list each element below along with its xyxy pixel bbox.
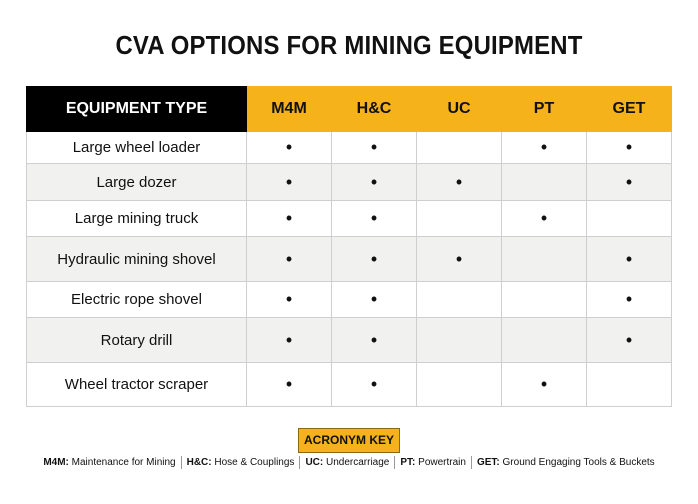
key-item: M4M: Maintenance for Mining (38, 456, 180, 469)
title: CVA OPTIONS FOR MINING EQUIPMENT (115, 30, 583, 60)
option-cell: • (331, 362, 417, 407)
option-cell: • (246, 236, 332, 282)
option-cell: • (331, 131, 417, 164)
key-item: PT: Powertrain (394, 456, 471, 469)
option-cell: • (331, 317, 417, 363)
option-cell: • (331, 200, 417, 237)
option-cell: • (586, 236, 672, 282)
acronym-key: M4M: Maintenance for Mining H&C: Hose & C… (0, 456, 698, 469)
equipment-cell: Hydraulic mining shovel (26, 236, 247, 282)
option-cell: • (331, 281, 417, 318)
option-cell (416, 317, 502, 363)
option-cell: • (246, 281, 332, 318)
table-row: Large mining truck • • • (26, 200, 672, 237)
option-cell: • (246, 131, 332, 164)
header-row: EQUIPMENT TYPE M4M H&C UC PT GET (26, 86, 672, 132)
option-cell (416, 131, 502, 164)
key-abbr: GET: (476, 457, 500, 468)
option-cell: • (416, 163, 502, 201)
options-table: EQUIPMENT TYPE M4M H&C UC PT GET Large wheel … (26, 86, 672, 407)
key-item: GET: Ground Engaging Tools & Buckets (470, 456, 660, 469)
key-text: Undercarriage (326, 457, 390, 468)
table-row: Electric rope shovel • • • (26, 281, 672, 318)
key-text: Maintenance for Mining (71, 457, 176, 468)
table-row: Hydraulic mining shovel • • • • (26, 236, 672, 282)
key-text: Hose & Couplings (214, 457, 295, 468)
option-cell (416, 281, 502, 318)
option-cell (416, 200, 502, 237)
acronym-key-label: ACRONYM KEY (298, 428, 400, 453)
option-cell (501, 236, 587, 282)
key-item: H&C: Hose & Couplings (180, 456, 300, 469)
option-cell: • (586, 131, 672, 164)
equipment-cell: Rotary drill (26, 317, 247, 363)
option-cell: • (331, 236, 417, 282)
equipment-cell: Large wheel loader (26, 131, 247, 164)
option-cell: • (586, 317, 672, 363)
option-cell: • (416, 236, 502, 282)
equipment-cell: Large mining truck (26, 200, 247, 237)
option-cell: • (246, 362, 332, 407)
option-cell (586, 362, 672, 407)
equipment-cell: Electric rope shovel (26, 281, 247, 318)
option-cell: • (501, 131, 587, 164)
option-cell (586, 200, 672, 237)
table-row: Large dozer • • • • (26, 163, 672, 201)
header-cell: M4M (246, 86, 332, 132)
key-abbr: PT: (400, 457, 416, 468)
key-abbr: H&C: (186, 457, 212, 468)
key-abbr: UC: (305, 457, 324, 468)
option-cell: • (501, 200, 587, 237)
equipment-cell: Wheel tractor scraper (26, 362, 247, 407)
header-cell: EQUIPMENT TYPE (26, 86, 247, 132)
table-row: Rotary drill • • • (26, 317, 672, 363)
option-cell: • (246, 163, 332, 201)
key-text: Powertrain (418, 457, 466, 468)
header-cell: GET (586, 86, 672, 132)
option-cell: • (331, 163, 417, 201)
option-cell (501, 281, 587, 318)
key-item: UC: Undercarriage (299, 456, 394, 469)
equipment-cell: Large dozer (26, 163, 247, 201)
key-abbr: M4M: (43, 457, 69, 468)
option-cell (416, 362, 502, 407)
key-text: Ground Engaging Tools & Buckets (502, 457, 655, 468)
header-cell: PT (501, 86, 587, 132)
option-cell (501, 317, 587, 363)
header-cell: UC (416, 86, 502, 132)
option-cell: • (586, 163, 672, 201)
option-cell: • (501, 362, 587, 407)
option-cell: • (246, 200, 332, 237)
option-cell (501, 163, 587, 201)
option-cell: • (246, 317, 332, 363)
table-row: Wheel tractor scraper • • • (26, 362, 672, 407)
header-cell: H&C (331, 86, 417, 132)
option-cell: • (586, 281, 672, 318)
table-row: Large wheel loader • • • • (26, 131, 672, 164)
